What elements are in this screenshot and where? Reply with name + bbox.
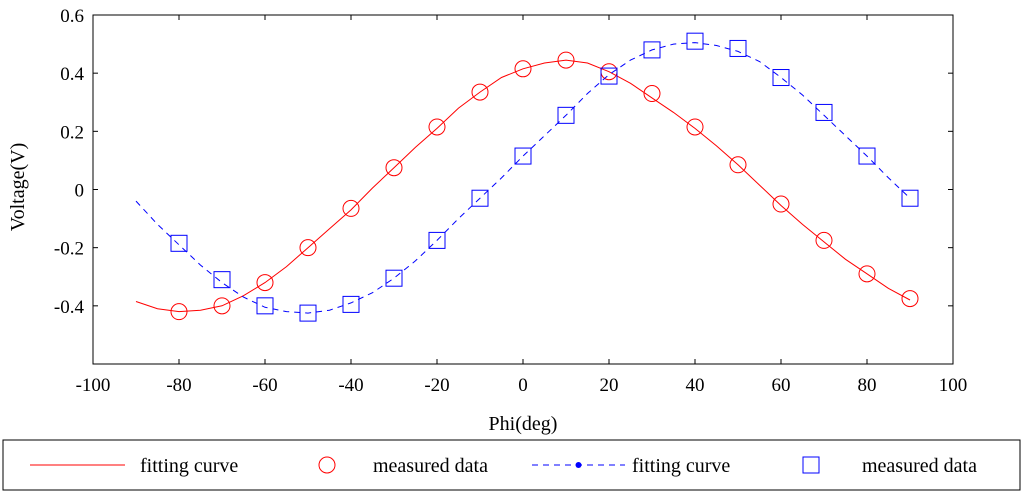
blue-measured-point [815,103,833,121]
legend-blue-dot-swatch [575,462,582,468]
red-measured-point [772,195,790,213]
red-measured-point [815,231,833,249]
plot-frame [92,14,954,365]
legend-label: measured data [862,455,977,477]
x-tick-label: 60 [772,375,791,396]
red-measured-point [471,83,489,101]
x-tick-label: -60 [252,375,277,396]
red-measured-point [170,303,188,321]
red-measured-point [557,51,575,69]
legend-label: fitting curve [632,455,730,477]
blue-measured-point [170,234,188,252]
legend-square-swatch [802,456,820,474]
blue-measured-point [213,271,231,289]
x-tick-label: -40 [338,375,363,396]
legend-circle-swatch [318,456,336,474]
y-tick-label: -0.4 [54,297,85,318]
x-tick-label: 0 [518,375,528,396]
x-axis-label: Phi(deg) [489,413,558,435]
x-tick-label: 20 [600,375,619,396]
blue-measured-point [342,295,360,313]
axes: -100 -80 -60 -40 -20 0 20 40 60 80 100 -0.4 -0.2 0 0.2… [54,6,967,396]
blue-fitting-curve-line [135,42,911,314]
legend-label: measured data [373,455,488,477]
legend: fitting curve measured data fitting curve m… [2,439,1021,491]
blue-measured-point [600,67,618,85]
blue-measured-point [471,189,489,207]
red-fitting-curve-line [135,59,911,313]
x-tick-label: 100 [939,375,968,396]
y-tick-label: 0.2 [60,122,84,143]
red-measured-point [213,297,231,315]
x-tick-label: -100 [76,375,111,396]
y-tick-label: 0.6 [60,6,84,27]
red-measured-point [729,156,747,174]
x-tick-label: 80 [858,375,877,396]
red-measured-point [901,290,919,308]
blue-measured-point [643,41,661,59]
legend-label: fitting curve [140,455,238,477]
blue-measured-point [514,147,532,165]
blue-measured-point [772,69,790,87]
blue-measured-point [557,106,575,124]
y-tick-label: 0 [75,181,85,202]
blue-measured-point [901,189,919,207]
x-tick-label: -80 [166,375,191,396]
red-measured-point [514,60,532,78]
red-measured-point [643,85,661,103]
red-measured-point [385,159,403,177]
red-measured-point [858,265,876,283]
red-measured-point [342,199,360,217]
red-measured-point [428,118,446,136]
blue-measured-point [428,231,446,249]
red-measured-point [299,239,317,257]
blue-measured-point [299,304,317,322]
y-axis-label: Voltage(V) [7,143,29,232]
x-tick-label: -20 [424,375,449,396]
x-tick-label: 40 [686,375,705,396]
blue-measured-point [858,147,876,165]
blue-measured-point [256,297,274,315]
blue-measured-point [686,32,704,50]
plot-area [135,32,919,322]
y-tick-label: -0.2 [54,239,84,260]
red-measured-point [256,274,274,292]
legend-box [2,439,1021,491]
blue-measured-point [385,269,403,287]
y-tick-label: 0.4 [60,64,84,85]
blue-measured-point [729,39,747,57]
red-measured-point [686,118,704,136]
